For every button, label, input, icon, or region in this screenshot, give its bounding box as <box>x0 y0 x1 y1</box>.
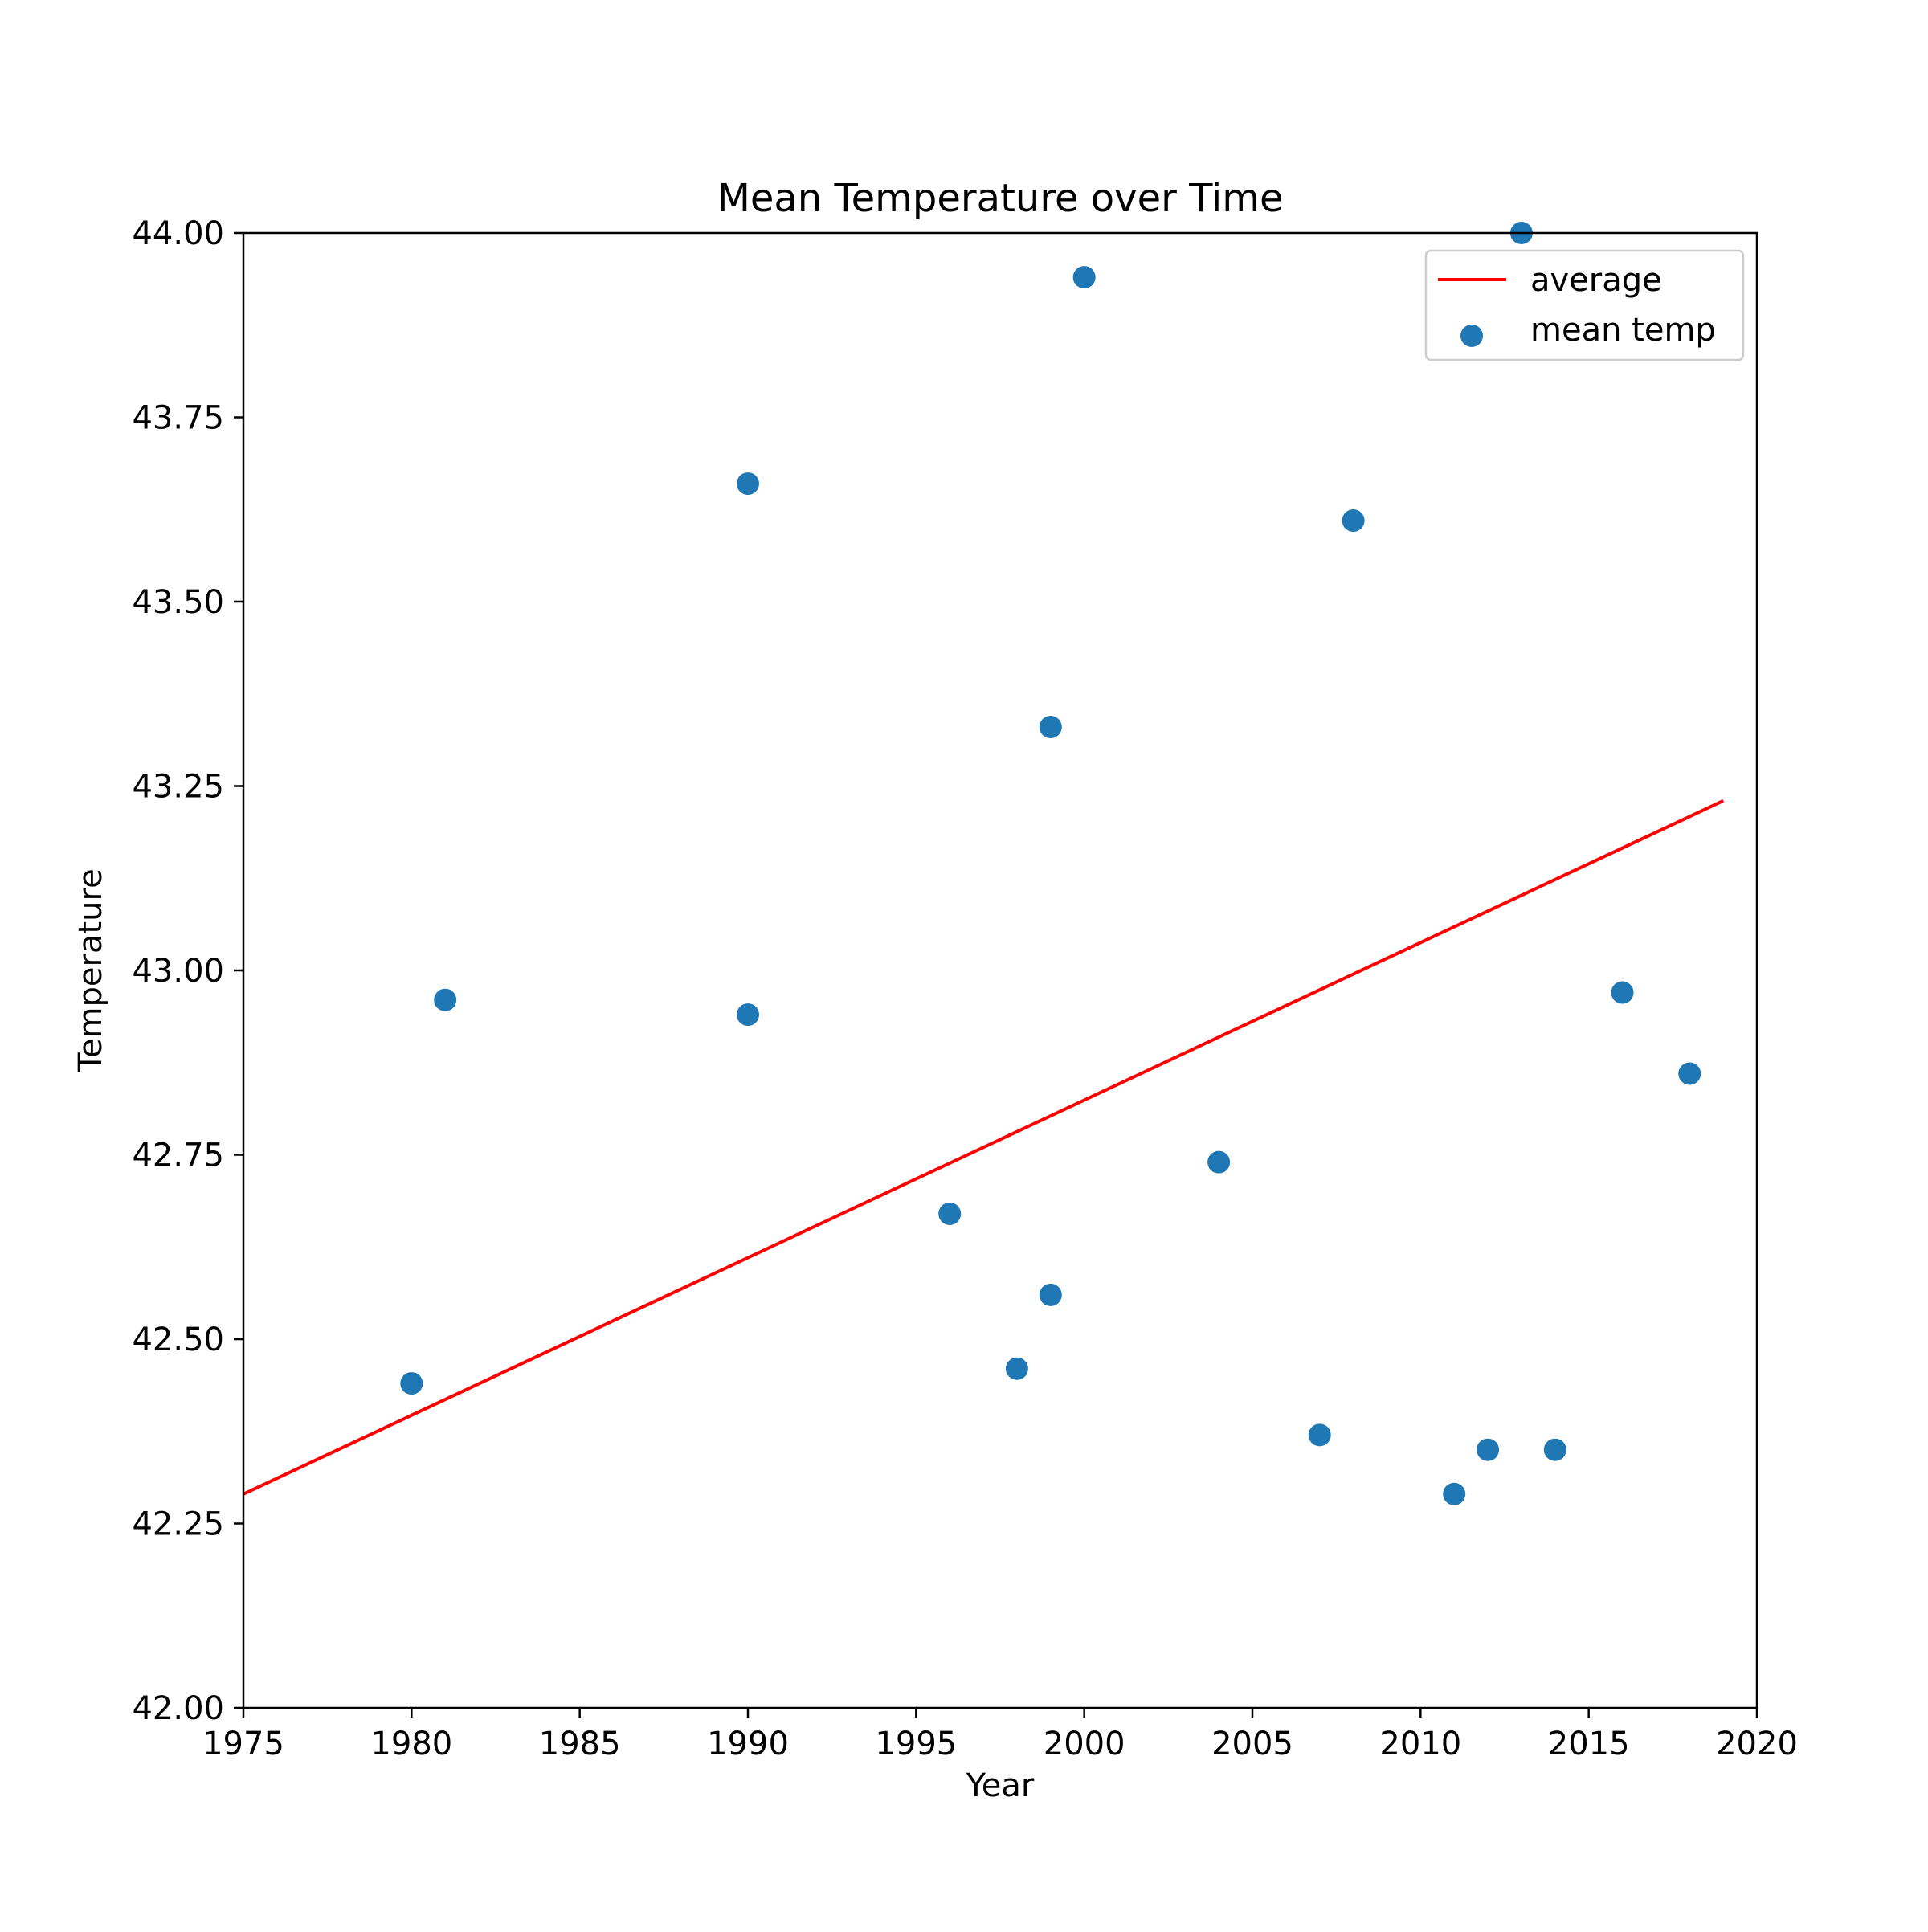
scatter-point <box>1308 1423 1331 1447</box>
scatter-point <box>400 1372 423 1395</box>
y-tick-label: 43.00 <box>132 953 224 990</box>
y-tick-label: 43.50 <box>132 584 224 621</box>
plot-area <box>243 222 1724 1505</box>
y-tick-label: 44.00 <box>132 215 224 252</box>
y-axis-label: Temperature <box>72 868 109 1072</box>
scatter-point <box>1342 509 1365 533</box>
x-tick-label: 2010 <box>1379 1726 1461 1762</box>
y-tick-label: 42.25 <box>132 1506 224 1543</box>
x-tick-label: 1975 <box>202 1726 284 1762</box>
x-tick-label: 1980 <box>370 1726 452 1762</box>
legend-label: mean temp <box>1530 312 1716 349</box>
scatter-point <box>1039 716 1062 739</box>
scatter-point <box>1678 1062 1701 1085</box>
scatter-point <box>434 988 457 1011</box>
x-tick-label: 1990 <box>707 1726 789 1762</box>
x-tick-label: 2020 <box>1716 1726 1798 1762</box>
scatter-point <box>1443 1482 1466 1505</box>
plot-frame <box>242 231 1758 1709</box>
y-tick-label: 42.75 <box>132 1138 224 1174</box>
x-axis-ticks: 1975 1980 1985 1990 1995 2000 2005 2010 2015 2020 <box>202 1708 1798 1762</box>
scatter-point <box>1477 1438 1500 1461</box>
y-tick-label: 42.00 <box>132 1690 224 1727</box>
scatter-point <box>1543 1438 1566 1461</box>
x-tick-label: 2000 <box>1044 1726 1125 1762</box>
scatter-point <box>1039 1283 1062 1306</box>
scatter-point <box>1611 981 1634 1004</box>
scatter-point <box>1207 1150 1231 1174</box>
average-line <box>243 799 1724 1496</box>
y-tick-label: 42.50 <box>132 1321 224 1358</box>
x-axis-label: Year <box>966 1767 1035 1804</box>
scatter-point <box>737 1003 759 1027</box>
y-tick-label: 43.75 <box>132 400 224 437</box>
x-tick-label: 1995 <box>875 1726 957 1762</box>
legend-swatch-marker <box>1460 325 1483 347</box>
x-tick-label: 2005 <box>1211 1726 1293 1762</box>
scatter-point <box>1072 266 1096 289</box>
scatter-point <box>938 1202 962 1225</box>
x-tick-label: 2015 <box>1548 1726 1630 1762</box>
x-tick-label: 1985 <box>539 1726 621 1762</box>
legend: average mean temp <box>1424 249 1745 361</box>
y-axis-ticks: 42.00 42.25 42.50 42.75 43.00 43.25 43.50 43.75… <box>132 215 243 1727</box>
scatter-point <box>737 472 759 496</box>
legend-label: average <box>1530 262 1662 299</box>
y-tick-label: 43.25 <box>132 769 224 806</box>
chart-title: Mean Temperature over Time <box>717 176 1283 221</box>
scatter-point <box>1005 1357 1028 1380</box>
